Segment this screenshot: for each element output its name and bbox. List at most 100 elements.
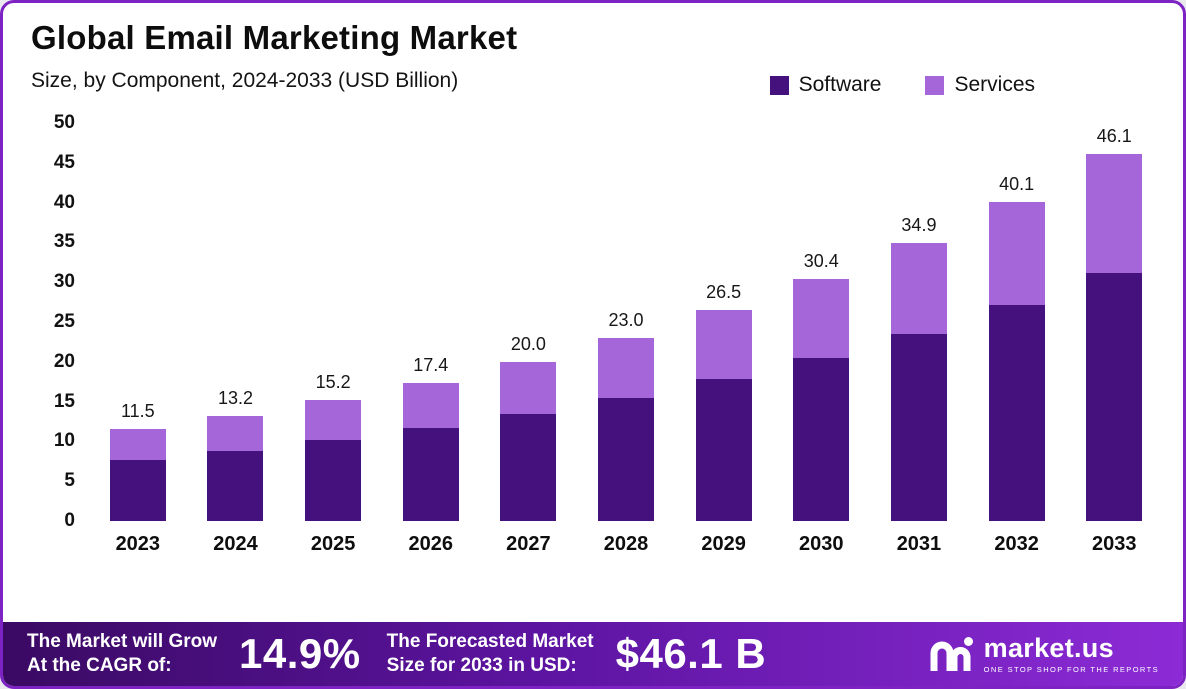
bar-segment-software: [988, 305, 1045, 521]
footer-banner: The Market will Grow At the CAGR of: 14.…: [3, 622, 1183, 686]
y-tick: 30: [53, 271, 75, 293]
stacked-bar-chart: 0 5 10 15 20 25 30 35 40 45 50 11.5 13.2 15.2 17.4 20.…: [27, 113, 1163, 593]
forecast-value: $46.1 B: [615, 630, 767, 677]
bar: [1086, 154, 1143, 521]
legend-swatch-services: [925, 75, 945, 95]
bar-segment-services: [500, 361, 557, 414]
plot-area: 11.5 13.2 15.2 17.4 20.0 23.0 26.5 30.4 34.9 40.1…: [89, 123, 1163, 521]
y-tick: 10: [53, 430, 75, 452]
brand-text: market.us One Stop Shop For The Reports: [983, 632, 1159, 674]
bar-total-label: 34.9: [901, 215, 937, 236]
bar-group: 15.2: [284, 123, 382, 521]
y-tick: 0: [64, 510, 75, 531]
bar-segment-software: [402, 427, 459, 521]
x-axis-label: 2028: [603, 533, 649, 555]
bar: [988, 201, 1045, 521]
y-axis: 0 5 10 15 20 25 30 35 40 45 50: [27, 113, 83, 531]
bar-total-label: 30.4: [803, 251, 839, 272]
market-us-logo-icon: [930, 637, 973, 671]
bar-total-label: 13.2: [217, 387, 253, 408]
legend-label-software: Software: [798, 73, 882, 96]
legend-item-services: Services: [925, 73, 1035, 97]
bar: [207, 415, 264, 521]
bar: [890, 243, 947, 521]
bar-segment-software: [305, 439, 362, 521]
y-tick: 35: [53, 231, 75, 253]
bar-group: 17.4: [382, 123, 480, 521]
bar: [402, 382, 459, 521]
bar: [109, 429, 166, 521]
bar-segment-software: [598, 397, 655, 521]
bar-total-label: 20.0: [510, 333, 546, 354]
bar-total-label: 40.1: [999, 173, 1035, 194]
y-tick: 20: [53, 350, 75, 372]
bar-total-label: 26.5: [706, 282, 742, 303]
bar-total-label: 17.4: [413, 354, 449, 375]
bar-segment-services: [1086, 154, 1143, 274]
y-tick: 25: [53, 311, 75, 332]
x-axis-label: 2032: [994, 533, 1039, 555]
page-title: Global Email Marketing Market: [31, 19, 518, 56]
bar-segment-services: [793, 279, 850, 358]
bar-segment-services: [109, 429, 166, 460]
y-tick: 50: [53, 112, 75, 133]
x-axis-label: 2033: [1091, 533, 1137, 555]
bar: [305, 400, 362, 521]
bar-group: 20.0: [480, 123, 578, 521]
bar-segment-software: [793, 357, 850, 521]
bar-segment-software: [695, 378, 752, 521]
market-us-logo: market.us One Stop Shop For The Reports: [928, 632, 1159, 674]
bar-total-label: 15.2: [315, 372, 351, 393]
y-tick: 40: [53, 191, 75, 213]
x-axis-label: 2027: [506, 533, 551, 555]
x-axis-label: 2023: [115, 533, 161, 555]
bar: [793, 279, 850, 521]
cagr-label-line2: At the CAGR of:: [27, 655, 172, 676]
y-tick: 45: [53, 151, 75, 173]
forecast-label-line1: The Forecasted Market: [386, 631, 594, 652]
bar-total-label: 46.1: [1096, 126, 1132, 147]
x-axis-label: 2026: [408, 533, 453, 555]
bar-group: 13.2: [187, 123, 285, 521]
bar-segment-services: [305, 400, 362, 440]
cagr-label: The Market will Grow At the CAGR of:: [27, 630, 217, 678]
brand-tagline: One Stop Shop For The Reports: [983, 664, 1159, 674]
bar-segment-services: [988, 201, 1045, 306]
forecast-label-line2: Size for 2033 in USD:: [386, 655, 577, 676]
x-axis-label: 2030: [799, 533, 844, 555]
x-axis: 2023 2024 2025 2026 2027 2028 2029 2030 2031 2032…: [89, 533, 1163, 556]
bar-group: 11.5: [89, 123, 187, 521]
bar-group: 46.1: [1065, 123, 1163, 521]
legend: Software Services: [769, 73, 1035, 97]
page-subtitle: Size, by Component, 2024-2033 (USD Billi…: [31, 69, 459, 92]
legend-swatch-software: [769, 75, 789, 95]
bar: [598, 337, 655, 521]
bar: [695, 310, 752, 521]
brand-name: market.us: [983, 632, 1114, 663]
cagr-label-line1: The Market will Grow: [27, 631, 218, 652]
bar-group: 40.1: [968, 123, 1066, 521]
bar-segment-services: [402, 382, 459, 428]
bar-segment-services: [695, 310, 752, 379]
x-axis-label: 2024: [213, 533, 258, 555]
legend-item-software: Software: [769, 73, 882, 97]
bar-segment-software: [109, 459, 166, 521]
bar-total-label: 11.5: [120, 401, 155, 422]
x-axis-label: 2031: [896, 533, 942, 555]
legend-label-services: Services: [954, 73, 1035, 96]
bar-group: 26.5: [675, 123, 773, 521]
bar: [500, 361, 557, 521]
forecast-label: The Forecasted Market Size for 2033 in U…: [387, 630, 594, 678]
y-tick: 15: [53, 390, 75, 412]
bar-total-label: 23.0: [608, 309, 644, 330]
y-tick: 5: [64, 470, 75, 492]
bar-segment-software: [1086, 273, 1143, 521]
bar-segment-software: [890, 333, 947, 521]
x-axis-label: 2025: [310, 533, 356, 555]
cagr-value: 14.9%: [239, 630, 361, 677]
bar-segment-services: [890, 243, 947, 334]
bar-segment-software: [207, 450, 264, 521]
bar-segment-services: [598, 337, 655, 398]
bar-segment-services: [207, 415, 264, 451]
